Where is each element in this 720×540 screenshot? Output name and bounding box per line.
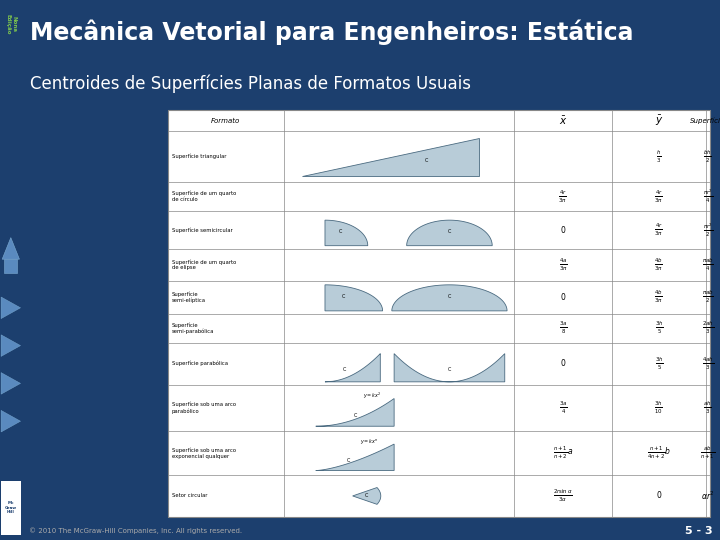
Text: $\alpha r^2$: $\alpha r^2$ (701, 490, 714, 502)
Text: C: C (448, 294, 451, 299)
Text: Mc
Graw
Hill: Mc Graw Hill (5, 501, 17, 514)
Polygon shape (325, 354, 380, 382)
Text: $y=kx^n$: $y=kx^n$ (359, 437, 379, 447)
Text: $\frac{h}{3}$: $\frac{h}{3}$ (656, 148, 662, 165)
Text: $\frac{\pi ab}{2}$: $\frac{\pi ab}{2}$ (702, 289, 714, 306)
Bar (1, 481, 20, 535)
Text: $\frac{4a}{3\pi}$: $\frac{4a}{3\pi}$ (559, 256, 567, 273)
Polygon shape (392, 285, 507, 311)
Polygon shape (1, 373, 20, 394)
Text: Superfície de um quarto
de elipse: Superfície de um quarto de elipse (172, 259, 236, 271)
Text: 0: 0 (560, 226, 565, 235)
Text: $\frac{ab}{n+1}$: $\frac{ab}{n+1}$ (700, 445, 716, 461)
Wedge shape (353, 488, 381, 504)
Text: C: C (448, 229, 451, 234)
Polygon shape (325, 220, 368, 246)
Text: $\frac{2ah}{3}$: $\frac{2ah}{3}$ (702, 320, 714, 336)
Polygon shape (316, 444, 394, 470)
Text: Centroides de Superfícies Planas de Formatos Usuais: Centroides de Superfícies Planas de Form… (30, 75, 471, 93)
Polygon shape (325, 285, 382, 311)
Text: $\frac{\pi ab}{4}$: $\frac{\pi ab}{4}$ (702, 256, 714, 273)
Text: C: C (342, 294, 345, 299)
Text: $\frac{2r\sin\alpha}{3\alpha}$: $\frac{2r\sin\alpha}{3\alpha}$ (553, 488, 572, 504)
Text: Superfície sob uma arco
parabólico: Superfície sob uma arco parabólico (172, 402, 235, 414)
Text: $\bar{y}$: $\bar{y}$ (654, 114, 663, 128)
Text: $\frac{3a}{8}$: $\frac{3a}{8}$ (559, 320, 567, 336)
FancyBboxPatch shape (168, 111, 709, 517)
Text: $\frac{\pi r^2}{4}$: $\frac{\pi r^2}{4}$ (703, 188, 713, 205)
Text: C: C (343, 367, 346, 372)
Text: $\bar{x}$: $\bar{x}$ (559, 115, 567, 127)
Text: C: C (354, 413, 356, 418)
Text: Superfície de um quarto
de círculo: Superfície de um quarto de círculo (172, 191, 236, 202)
Polygon shape (302, 138, 480, 176)
Text: $\frac{\pi r^2}{2}$: $\frac{\pi r^2}{2}$ (703, 221, 713, 239)
Text: 0: 0 (560, 359, 565, 368)
Polygon shape (394, 354, 505, 382)
Text: $y=kx^2$: $y=kx^2$ (363, 391, 382, 401)
Polygon shape (2, 238, 19, 259)
Text: $\frac{n+1}{4n+2}b$: $\frac{n+1}{4n+2}b$ (647, 445, 671, 461)
Text: Superfície triangular: Superfície triangular (172, 154, 226, 159)
Text: $\frac{3h}{5}$: $\frac{3h}{5}$ (654, 320, 663, 336)
Text: C: C (425, 158, 428, 163)
Text: Nona
Edição: Nona Edição (5, 14, 17, 34)
Polygon shape (1, 410, 20, 432)
Text: Superfície sob uma arco
exponencial qualquer: Superfície sob uma arco exponencial qual… (172, 447, 235, 458)
Polygon shape (316, 399, 394, 426)
Text: C: C (448, 367, 451, 372)
Text: $\frac{4r}{3\pi}$: $\frac{4r}{3\pi}$ (654, 188, 663, 205)
Polygon shape (407, 220, 492, 246)
Text: C: C (347, 458, 351, 463)
Text: Superfície
semi-parabólica: Superfície semi-parabólica (172, 322, 214, 334)
Text: Superfície: Superfície (690, 118, 720, 124)
Text: $\frac{ah}{3}$: $\frac{ah}{3}$ (703, 400, 712, 416)
Text: Superfície
semi-elíptica: Superfície semi-elíptica (172, 292, 206, 303)
Text: 0: 0 (657, 491, 662, 501)
Text: Formato: Formato (211, 118, 240, 124)
Text: C: C (338, 229, 342, 234)
Text: $\frac{3h}{5}$: $\frac{3h}{5}$ (654, 355, 663, 372)
Text: $\frac{4r}{3\pi}$: $\frac{4r}{3\pi}$ (559, 188, 567, 205)
Text: Superfície semicircular: Superfície semicircular (172, 227, 233, 233)
Text: C: C (364, 494, 368, 498)
Text: Superfície parabólica: Superfície parabólica (172, 361, 228, 367)
Text: $\frac{bh}{2}$: $\frac{bh}{2}$ (703, 148, 712, 165)
Text: $\frac{4r}{3\pi}$: $\frac{4r}{3\pi}$ (654, 222, 663, 238)
Polygon shape (1, 335, 20, 356)
Bar (4, 259, 17, 273)
Text: $\frac{3h}{10}$: $\frac{3h}{10}$ (654, 400, 663, 416)
Text: $\frac{4ah}{3}$: $\frac{4ah}{3}$ (702, 355, 714, 372)
Text: Setor circular: Setor circular (172, 494, 207, 498)
Text: 0: 0 (560, 293, 565, 302)
Text: $\frac{3a}{4}$: $\frac{3a}{4}$ (559, 400, 567, 416)
Text: $\frac{4b}{3\pi}$: $\frac{4b}{3\pi}$ (654, 256, 663, 273)
Polygon shape (1, 297, 20, 319)
Text: © 2010 The McGraw-Hill Companies, Inc. All rights reserved.: © 2010 The McGraw-Hill Companies, Inc. A… (29, 527, 242, 534)
Text: Mecânica Vetorial para Engenheiros: Estática: Mecânica Vetorial para Engenheiros: Está… (30, 19, 634, 45)
Text: 5 - 3: 5 - 3 (685, 525, 713, 536)
Text: $\frac{4b}{3\pi}$: $\frac{4b}{3\pi}$ (654, 289, 663, 306)
Text: $\frac{n+1}{n+2}a$: $\frac{n+1}{n+2}a$ (553, 445, 573, 461)
